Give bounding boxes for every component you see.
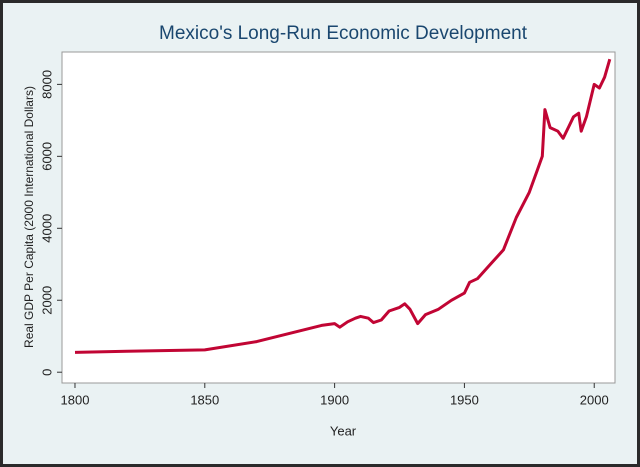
y-tick-label: 2000 (39, 286, 54, 315)
y-tick-label: 4000 (39, 214, 54, 243)
y-tick-label: 8000 (39, 70, 54, 99)
chart-title: Mexico's Long-Run Economic Development (159, 23, 528, 44)
x-tick-label: 1950 (450, 392, 479, 407)
x-tick-label: 1900 (320, 392, 349, 407)
x-tick-label: 2000 (580, 392, 609, 407)
y-tick-label: 0 (39, 369, 54, 376)
x-tick-label: 1800 (61, 392, 90, 407)
x-axis-title: Year (330, 423, 357, 438)
y-axis-title: Real GDP Per Capita (2000 International … (22, 86, 36, 348)
data-line (74, 58, 612, 354)
y-tick-label: 6000 (39, 142, 54, 171)
plot-region (61, 51, 616, 384)
x-tick-label: 1850 (190, 392, 219, 407)
